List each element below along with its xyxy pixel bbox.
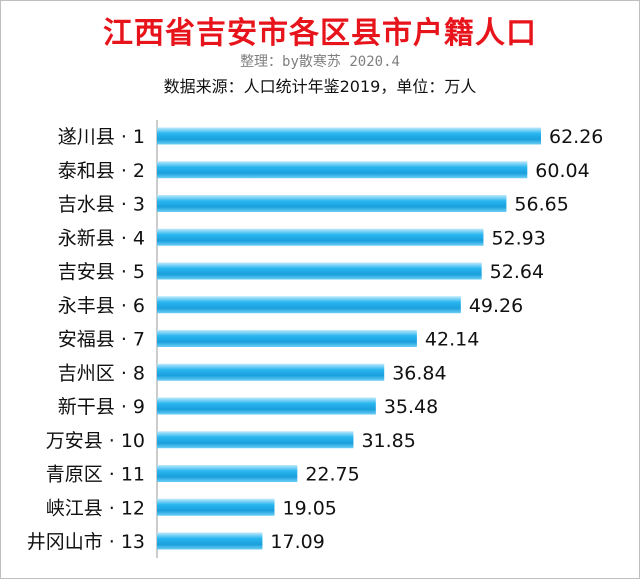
value-label-1: 62.26 [549, 126, 603, 148]
bar-2 [157, 161, 528, 179]
value-label-7: 42.14 [425, 329, 479, 351]
value-label-9: 35.48 [384, 396, 438, 418]
value-label-12: 19.05 [282, 497, 336, 519]
bar-4 [157, 228, 484, 246]
value-label-11: 22.75 [305, 464, 359, 486]
bar-11 [157, 465, 298, 482]
value-label-2: 60.04 [535, 160, 589, 182]
category-label-8: 吉州区 · 8 [58, 362, 145, 384]
bar-12 [157, 498, 275, 516]
value-label-3: 56.65 [514, 194, 568, 216]
chart-source: 数据来源：人口统计年鉴2019，单位：万人 [163, 77, 477, 96]
chart-title: 江西省吉安市各区县市户籍人口 [103, 16, 537, 51]
category-label-2: 泰和县 · 2 [58, 160, 145, 182]
bar-10 [157, 431, 354, 449]
category-label-10: 万安县 · 10 [46, 430, 145, 452]
category-label-13: 井冈山市 · 13 [27, 531, 145, 553]
category-label-6: 永丰县 · 6 [58, 295, 145, 317]
category-label-1: 遂川县 · 1 [58, 126, 145, 148]
category-label-5: 吉安县 · 5 [58, 261, 145, 283]
category-label-9: 新干县 · 9 [58, 396, 145, 418]
bar-3 [157, 195, 507, 212]
bar-8 [157, 363, 385, 381]
value-label-8: 36.84 [392, 362, 446, 384]
category-label-11: 青原区 · 11 [46, 464, 145, 486]
value-label-10: 31.85 [361, 430, 415, 452]
bar-9 [157, 397, 376, 415]
value-label-6: 49.26 [469, 295, 523, 317]
chart-subtitle: 整理：by散寒苏 2020.4 [240, 54, 400, 70]
bar-1 [157, 127, 541, 145]
bar-6 [157, 296, 461, 314]
bar-7 [157, 330, 417, 347]
category-label-3: 吉水县 · 3 [58, 194, 145, 216]
category-label-12: 峡江县 · 12 [46, 497, 145, 519]
bar-5 [157, 262, 482, 280]
category-label-7: 安福县 · 7 [58, 329, 145, 351]
value-label-13: 17.09 [270, 531, 324, 553]
category-label-4: 永新县 · 4 [58, 227, 145, 249]
bar-13 [157, 532, 263, 550]
value-label-5: 52.64 [490, 261, 544, 283]
value-label-4: 52.93 [491, 227, 545, 249]
